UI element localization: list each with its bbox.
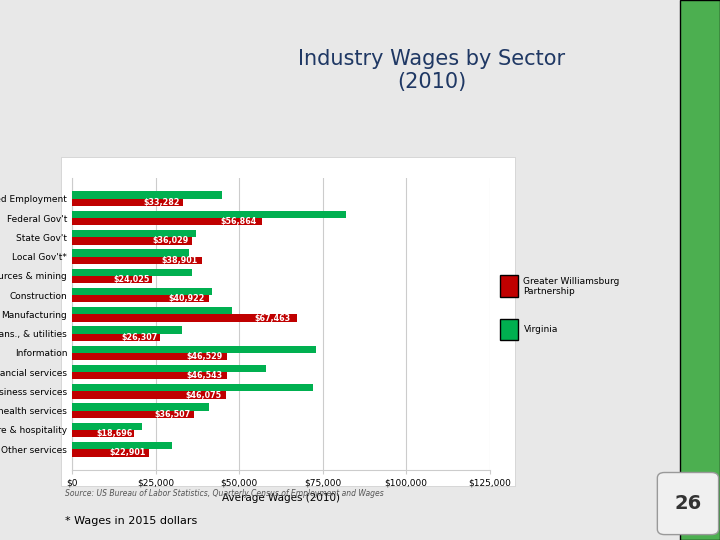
Text: $36,507: $36,507 (154, 410, 190, 419)
Text: $36,029: $36,029 (153, 237, 189, 246)
Text: Industry Wages by Sector
(2010): Industry Wages by Sector (2010) (298, 49, 566, 92)
Text: $38,901: $38,901 (162, 256, 198, 265)
Bar (72, 237, 192, 245)
Bar (72, 218, 262, 225)
Bar (72, 430, 135, 437)
Bar (72, 307, 233, 314)
Text: $18,696: $18,696 (96, 429, 132, 438)
Bar (72, 372, 228, 380)
Text: $40,922: $40,922 (168, 294, 204, 303)
Text: Source: US Bureau of Labor Statistics, Quarterly Census of Employment and Wages: Source: US Bureau of Labor Statistics, Q… (65, 489, 384, 498)
Bar (72, 346, 316, 353)
Bar (72, 442, 172, 449)
Bar (72, 288, 212, 295)
Bar (72, 334, 160, 341)
Text: $46,543: $46,543 (186, 372, 222, 380)
Text: $67,463: $67,463 (254, 314, 291, 322)
Text: * Wages in 2015 dollars: * Wages in 2015 dollars (65, 516, 197, 526)
Bar (72, 384, 312, 392)
Bar (72, 211, 346, 218)
Bar (72, 295, 209, 302)
Bar (72, 249, 189, 256)
Bar (72, 230, 196, 237)
Bar (72, 268, 192, 276)
Bar (72, 353, 228, 360)
Bar (72, 392, 226, 399)
Text: $22,901: $22,901 (110, 448, 146, 457)
Bar (72, 326, 182, 334)
Bar (72, 449, 148, 456)
Bar (72, 411, 194, 418)
Text: $56,864: $56,864 (220, 217, 256, 226)
Text: $46,075: $46,075 (185, 390, 221, 400)
Bar (72, 199, 183, 206)
Text: $24,025: $24,025 (114, 275, 150, 284)
Text: Virginia: Virginia (523, 325, 558, 334)
Bar (72, 314, 297, 322)
Bar (72, 276, 152, 283)
Bar (72, 365, 266, 372)
Text: $46,529: $46,529 (186, 352, 222, 361)
Text: $26,307: $26,307 (121, 333, 157, 342)
Bar (72, 423, 142, 430)
Bar (72, 403, 209, 411)
X-axis label: Average Wages (2010): Average Wages (2010) (222, 494, 340, 503)
Text: $33,282: $33,282 (143, 198, 180, 207)
Text: Greater Williamsburg
Partnership: Greater Williamsburg Partnership (523, 276, 620, 296)
Bar (72, 256, 202, 264)
Text: 26: 26 (675, 494, 702, 514)
Bar (72, 192, 222, 199)
